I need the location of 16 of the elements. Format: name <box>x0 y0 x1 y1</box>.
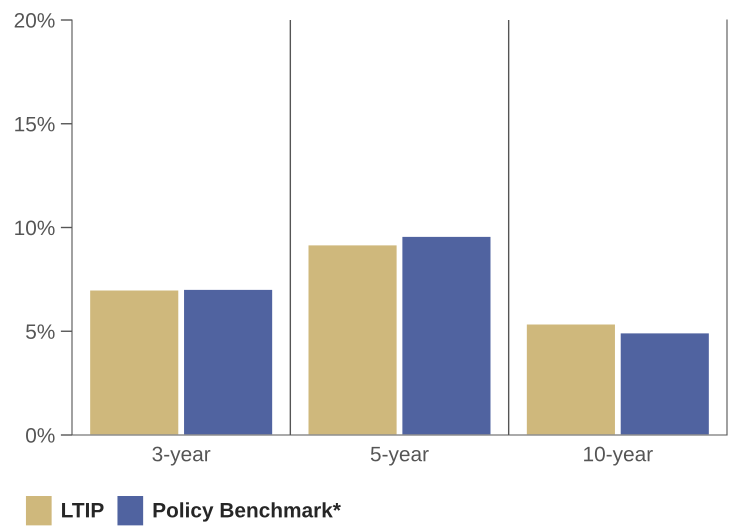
y-tick-label: 20% <box>14 13 55 28</box>
x-tick-label: 5-year <box>370 446 429 466</box>
x-tick-label: 10-year <box>584 446 653 466</box>
y-tick-label: 10% <box>15 220 55 236</box>
y-tick-label: 0% <box>26 428 55 443</box>
legend-label: LTIP <box>62 503 104 518</box>
bar <box>619 332 710 435</box>
bar <box>182 288 274 435</box>
y-tick-label: 5% <box>26 324 55 340</box>
x-tick-label: 3-year <box>152 446 210 466</box>
bar <box>525 323 616 435</box>
bar <box>400 236 492 435</box>
y-tick-label: 15% <box>15 116 55 132</box>
bar <box>307 244 398 435</box>
bar <box>88 289 180 435</box>
legend-label: Policy Benchmark* <box>154 502 341 522</box>
